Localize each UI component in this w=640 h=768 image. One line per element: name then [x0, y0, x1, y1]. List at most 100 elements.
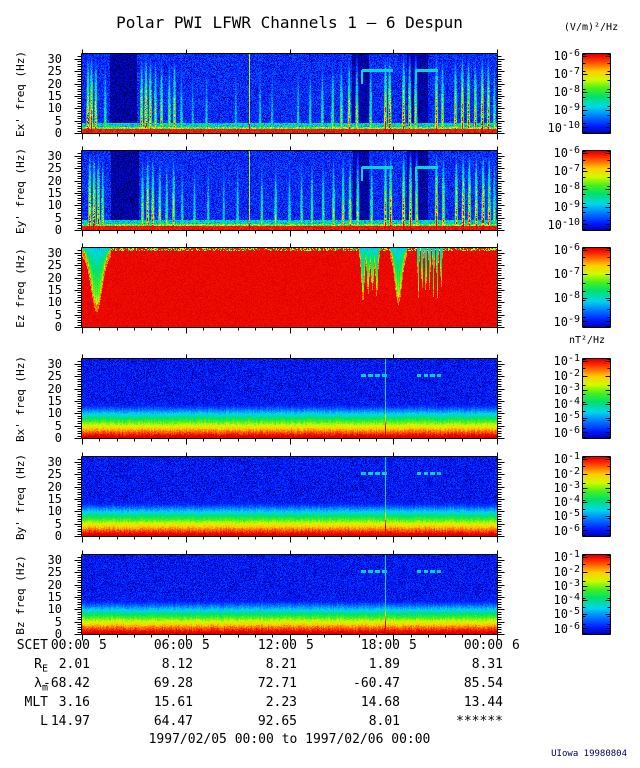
ephemeris-value: 8.01 [368, 714, 400, 729]
spectrogram-by-canvas [70, 452, 520, 544]
colorbar-exponent: -2 [567, 367, 580, 379]
colorbar-exponent: -1 [567, 353, 580, 365]
ephemeris-value: 3.16 [58, 695, 90, 710]
colorbar-exponent: -6 [567, 242, 580, 254]
colorbar-tick-label: 10-2 [553, 367, 581, 383]
ytick-label: 30 [47, 552, 62, 567]
ephemeris-value: -60.47 [353, 676, 400, 691]
ytick-label: 0 [54, 431, 62, 445]
scet-day-label: 5 [409, 638, 417, 653]
colorbar-tick-label: 10-3 [553, 381, 581, 397]
ephemeris-value: 14.97 [50, 714, 90, 729]
ytick-label: 10 [47, 504, 62, 519]
colorbar-tick-label: 10-4 [553, 396, 581, 411]
ytick-label: 5 [54, 614, 62, 629]
ephemeris-value: 92.65 [257, 714, 297, 729]
colorbar-ex-canvas [581, 52, 613, 136]
colorbar-exponent: -7 [567, 163, 580, 175]
ytick-label: 0 [54, 320, 62, 334]
ytick-label: 10 [47, 295, 62, 310]
colorbar-exponent: -4 [567, 396, 580, 407]
colorbar-bx-canvas [581, 357, 613, 441]
colorbar-tick-label: 10-10 [547, 216, 580, 232]
colorbar-tick-label: 10-10 [547, 119, 580, 135]
spectrogram-bx-canvas [70, 354, 520, 446]
ephemeris-value: 8.21 [265, 657, 297, 672]
ephemeris-value: 8.12 [161, 657, 193, 672]
ylabel-bz: Bz freq (Hz) [14, 555, 27, 635]
ytick-label: 20 [47, 577, 62, 592]
colorbar-tick-label: 10-2 [553, 465, 581, 481]
ytick-label: 15 [47, 590, 62, 604]
colorbar-exponent: -3 [567, 381, 580, 393]
colorbar-exponent: -6 [567, 48, 580, 60]
figure-title: Polar PWI LFWR Channels 1 — 6 Despun [116, 13, 463, 32]
colorbar-exponent: -7 [567, 66, 580, 78]
ytick-label: 5 [54, 418, 62, 433]
ephemeris-label-re: RE [34, 657, 48, 675]
ytick-label: 0 [54, 223, 62, 237]
ylabel-by: By' freq (Hz) [14, 453, 27, 541]
colorbar-tick-label: 10-8 [553, 180, 581, 196]
ephemeris-value: 64.47 [153, 714, 193, 729]
scet-time-label: 18:00 [360, 638, 400, 653]
ytick-label: 15 [47, 89, 62, 103]
colorbar-exponent: -5 [567, 606, 580, 618]
ytick-label: 20 [47, 479, 62, 494]
spectrogram-ez-canvas [70, 243, 520, 335]
ytick-label: 30 [47, 356, 62, 371]
colorbar-tick-label: 10-4 [553, 494, 581, 509]
date-range-label: 1997/02/05 00:00 to 1997/02/06 00:00 [148, 732, 431, 747]
colorbar-tick-label: 10-1 [553, 549, 581, 565]
ephemeris-value: 2.23 [265, 695, 297, 710]
ephemeris-label-subscript: m [41, 682, 48, 694]
colorbar-exponent: -10 [561, 216, 580, 228]
ephemeris-label-mlt: MLT [24, 695, 48, 710]
scet-day-label: 6 [512, 638, 520, 653]
spectrogram-ey-canvas [70, 146, 520, 238]
ytick-label: 5 [54, 516, 62, 531]
colorbar-tick-label: 10-6 [553, 424, 581, 440]
efield-units-label: (V/m)²/Hz [563, 22, 619, 33]
scet-time-label: 00:00 [463, 638, 503, 653]
ephemeris-value: 2.01 [58, 657, 90, 672]
ytick-label: 0 [54, 126, 62, 140]
scet-time-label: 00:00 [50, 638, 90, 653]
colorbar-exponent: -9 [567, 198, 580, 210]
credit-label: UIowa 19980804 [551, 749, 627, 759]
ephemeris-value: 14.68 [360, 695, 400, 710]
colorbar-exponent: -4 [567, 494, 580, 505]
scet-time-label: 06:00 [153, 638, 193, 653]
ytick-label: 25 [47, 467, 62, 482]
colorbar-exponent: -9 [567, 313, 580, 325]
ytick-label: 20 [47, 173, 62, 188]
colorbar-tick-label: 10-9 [553, 313, 581, 329]
colorbar-exponent: -1 [567, 451, 580, 463]
ytick-label: 0 [54, 627, 62, 641]
colorbar-tick-label: 10-8 [553, 289, 581, 305]
ylabel-ey: Ey' freq (Hz) [14, 147, 27, 235]
colorbar-tick-label: 10-7 [553, 66, 581, 82]
ephemeris-label-subscript: E [41, 663, 48, 675]
colorbar-tick-label: 10-6 [553, 48, 581, 64]
colorbar-tick-label: 10-5 [553, 606, 581, 622]
ephemeris-value: 15.61 [153, 695, 193, 710]
colorbar-exponent: -6 [567, 145, 580, 157]
colorbar-tick-label: 10-6 [553, 242, 581, 258]
colorbar-tick-label: 10-4 [553, 592, 581, 607]
colorbar-ey-canvas [581, 149, 613, 233]
ytick-label: 25 [47, 161, 62, 176]
colorbar-tick-label: 10-1 [553, 451, 581, 467]
ytick-label: 30 [47, 245, 62, 260]
colorbar-tick-label: 10-2 [553, 563, 581, 579]
ytick-label: 0 [54, 529, 62, 543]
colorbar-exponent: -2 [567, 465, 580, 477]
colorbar-exponent: -5 [567, 410, 580, 422]
ytick-label: 10 [47, 406, 62, 421]
ytick-label: 25 [47, 258, 62, 273]
ephemeris-label-λm: λm [34, 676, 48, 694]
ylabel-ez: Ez freq (Hz) [14, 248, 27, 328]
ytick-label: 5 [54, 307, 62, 322]
colorbar-tick-label: 10-3 [553, 577, 581, 593]
